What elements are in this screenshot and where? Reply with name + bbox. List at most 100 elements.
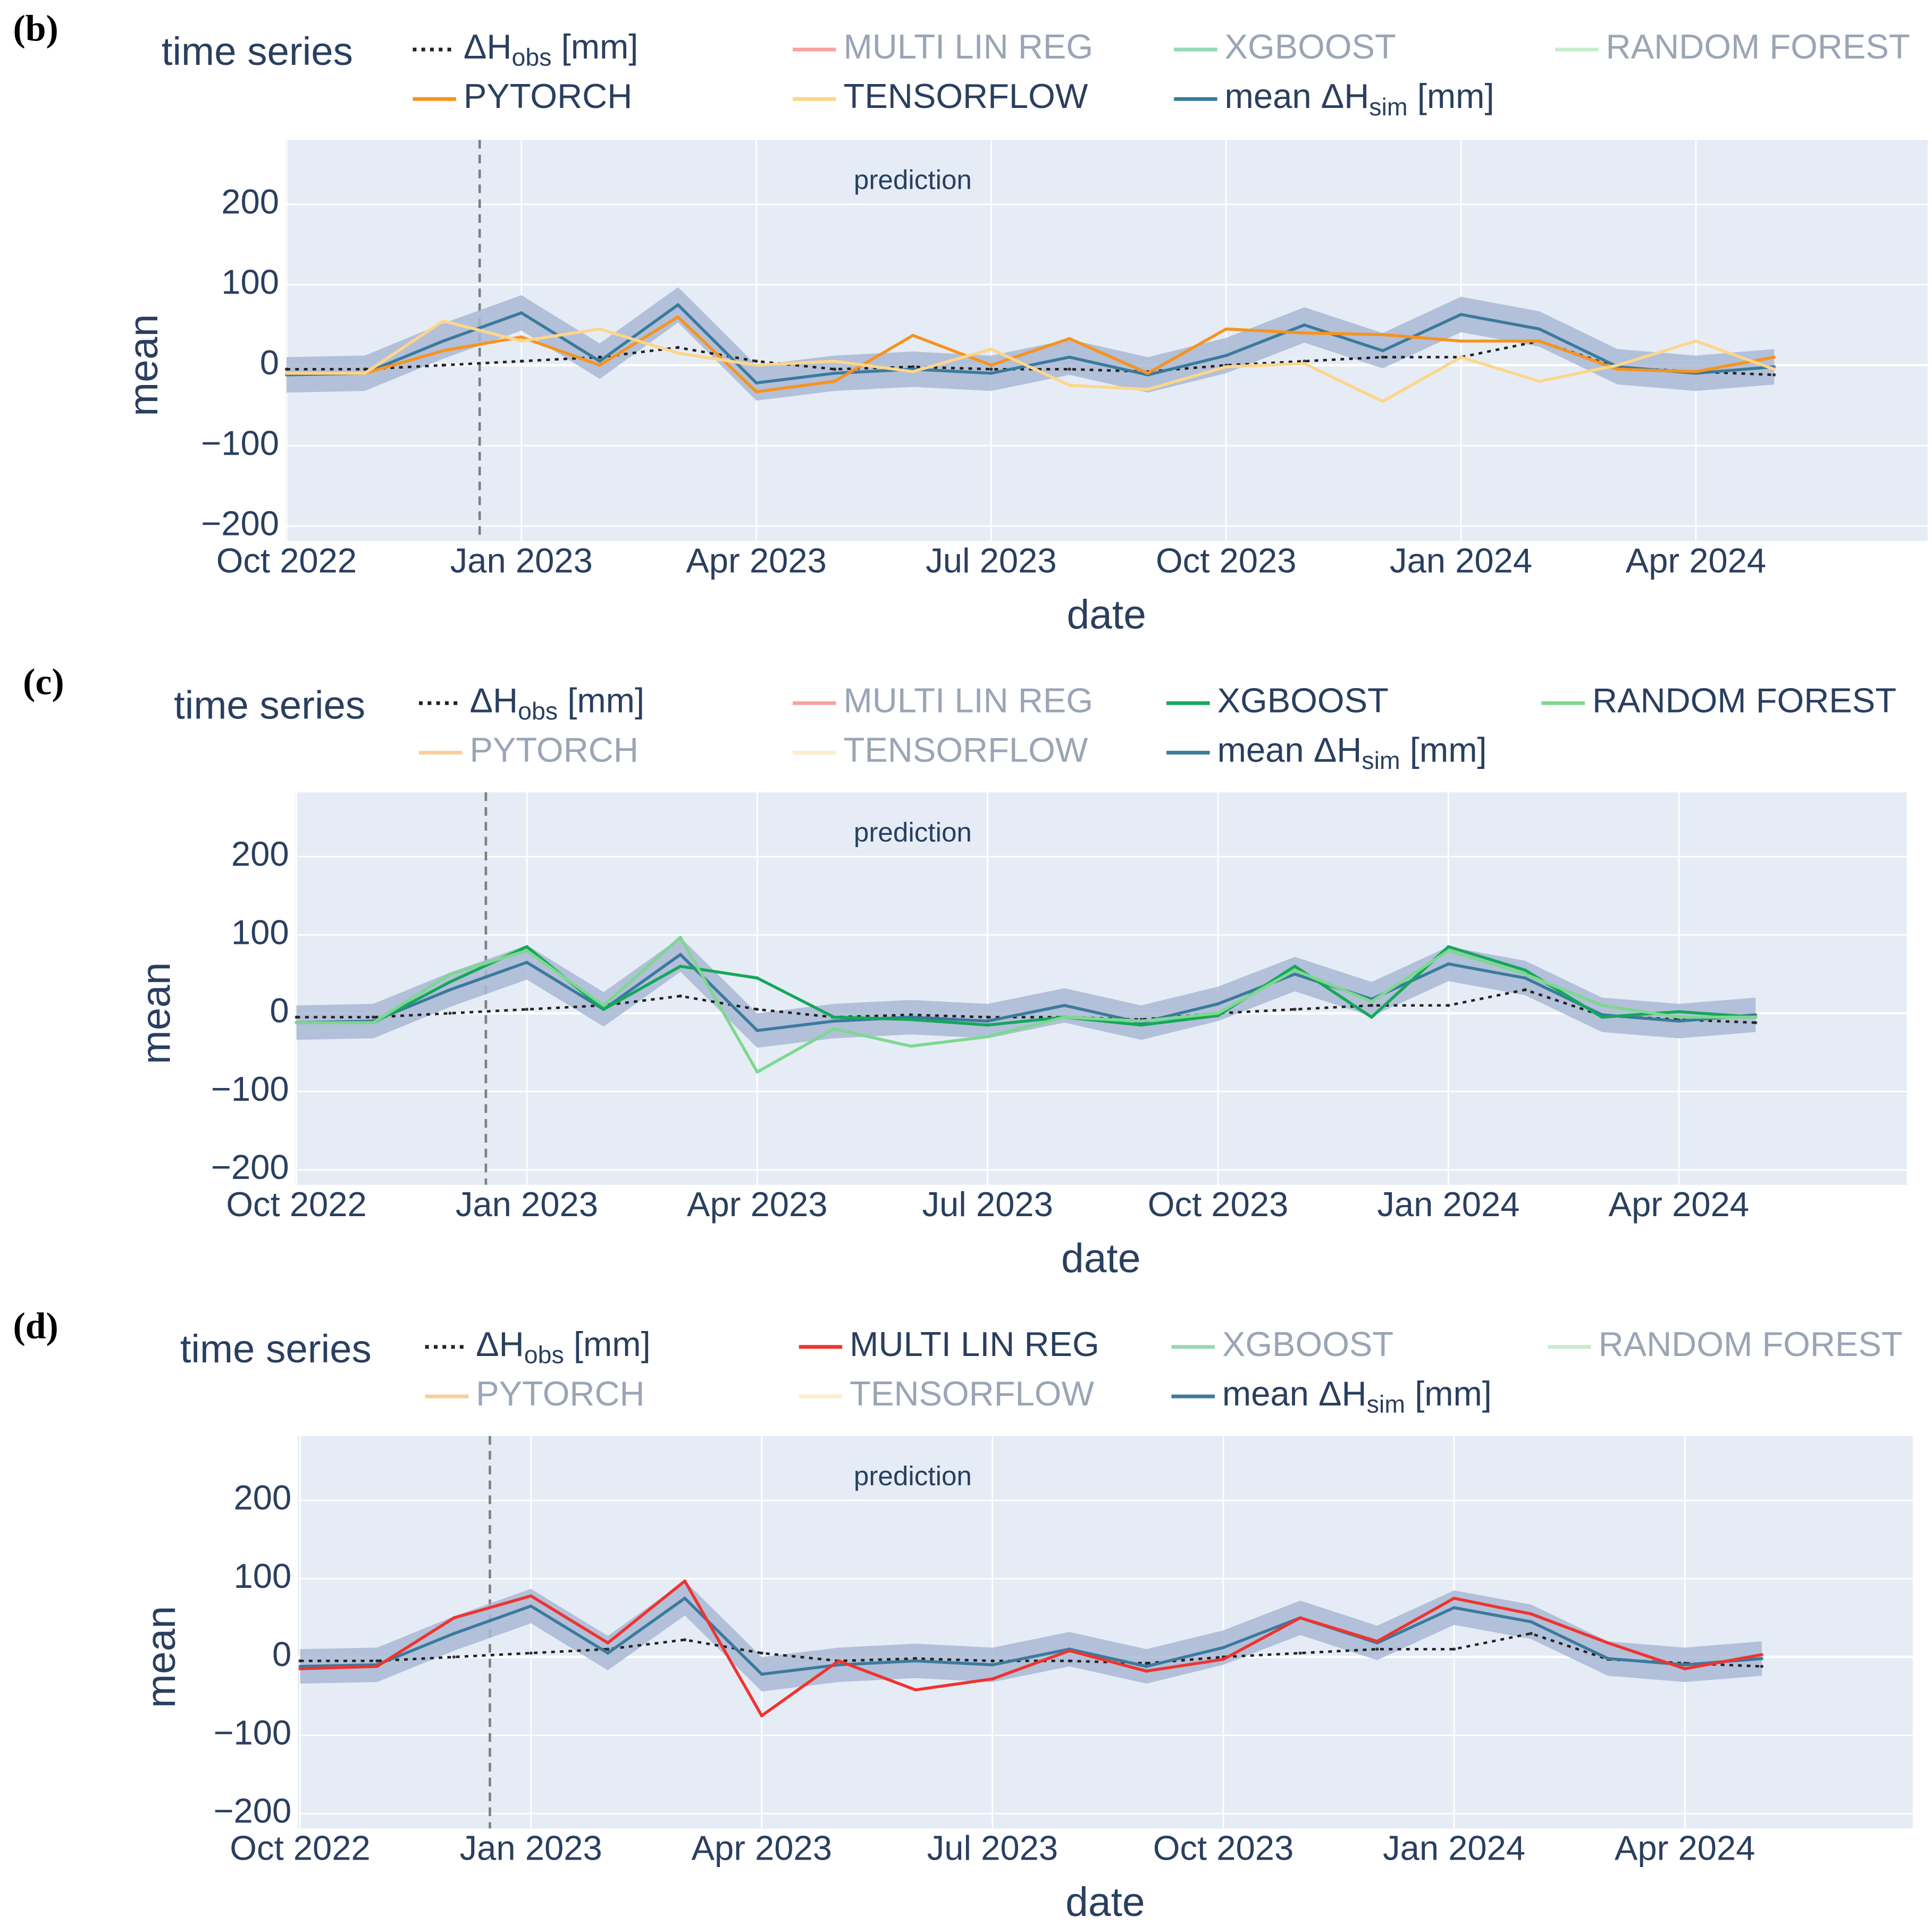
data-point (760, 1651, 763, 1655)
legend-item-rf[interactable]: RANDOM FOREST (1541, 681, 1897, 720)
data-point (1694, 339, 1698, 343)
data-point (1773, 367, 1776, 371)
data-point (1146, 371, 1149, 375)
legend-item-pt[interactable]: PYTORCH (425, 1374, 645, 1413)
data-point (1145, 1661, 1148, 1665)
legend-item-mlr[interactable]: MULTI LIN REG (793, 681, 1093, 720)
legend-item-mean[interactable]: mean ΔHsim [mm] (1174, 77, 1494, 121)
panel-label: (b) (13, 9, 58, 49)
legend-item-xgb[interactable]: XGBOOST (1171, 1325, 1393, 1363)
data-point (1600, 1003, 1604, 1007)
x-tick-label: Jul 2023 (926, 541, 1056, 580)
data-point (833, 379, 836, 383)
plot-background (297, 1436, 1913, 1829)
data-point (441, 363, 445, 367)
uncertainty-band (296, 937, 1756, 1048)
prediction-annotation: prediction (854, 1461, 972, 1491)
legend-item-mlr[interactable]: MULTI LIN REG (793, 27, 1093, 66)
legend-item-tf[interactable]: TENSORFLOW (799, 1374, 1095, 1413)
data-point (1529, 1612, 1533, 1616)
legend-label-main: ΔH (464, 27, 512, 66)
y-tick-label: 0 (272, 1635, 291, 1673)
data-point (375, 1659, 379, 1663)
legend-label-main: mean ΔH (1225, 77, 1370, 115)
data-point (1068, 355, 1071, 359)
y-tick-label: −100 (213, 1713, 291, 1752)
prediction-annotation: prediction (854, 165, 972, 195)
series-line-xgb (296, 945, 1756, 1027)
legend-item-obs[interactable]: ΔHobs [mm] (425, 1325, 651, 1369)
legend-item-pt[interactable]: PYTORCH (419, 731, 639, 769)
data-point (1459, 355, 1463, 359)
data-point (1381, 399, 1384, 403)
legend-item-mean[interactable]: mean ΔHsim [mm] (1166, 731, 1487, 775)
data-point (1068, 1659, 1071, 1663)
y-tick-label: 100 (231, 913, 289, 951)
data-point (1139, 1023, 1143, 1027)
legend-item-pt[interactable]: PYTORCH (413, 77, 632, 115)
data-point (363, 371, 367, 375)
data-point (1616, 363, 1619, 367)
data-point (1145, 1669, 1148, 1673)
x-tick-label: Oct 2022 (216, 541, 357, 580)
data-point (1677, 1010, 1681, 1014)
data-point (754, 363, 758, 367)
data-point (990, 1659, 994, 1663)
data-point (986, 1015, 989, 1019)
series-mlr (298, 1579, 1763, 1718)
legend-item-tf[interactable]: TENSORFLOW (793, 731, 1088, 769)
legend-label-main: RANDOM FOREST (1599, 1325, 1903, 1363)
data-point (1447, 945, 1450, 949)
data-point (833, 367, 836, 371)
y-tick-label: −100 (201, 423, 279, 462)
data-point (1760, 1664, 1763, 1668)
data-point (1068, 337, 1071, 340)
chart-panel: (d) time series ΔHobs [mm] MULTI LIN REG XGB… (13, 1305, 1913, 1925)
data-point (448, 988, 452, 992)
data-point (1538, 339, 1541, 343)
data-point (1063, 1003, 1066, 1007)
data-point (1381, 355, 1384, 359)
data-point (678, 965, 682, 968)
data-point (911, 370, 915, 373)
data-point (683, 1579, 687, 1583)
legend-item-rf[interactable]: RANDOM FOREST (1555, 27, 1910, 66)
legend-label: TENSORFLOW (850, 1374, 1094, 1413)
y-tick-label: 200 (234, 1478, 292, 1517)
legend-label-main: ΔH (476, 1325, 524, 1363)
legend-item-tf[interactable]: TENSORFLOW (793, 77, 1088, 115)
legend-item-xgb[interactable]: XGBOOST (1174, 27, 1396, 66)
legend-label: TENSORFLOW (844, 731, 1088, 769)
data-point (448, 980, 452, 984)
y-tick-label: 100 (234, 1556, 292, 1595)
legend-item-obs[interactable]: ΔHobs [mm] (419, 681, 644, 725)
data-point (1303, 359, 1306, 363)
prediction-annotation: prediction (854, 817, 972, 848)
legend-label-main: TENSORFLOW (844, 77, 1088, 115)
legend-item-mlr[interactable]: MULTI LIN REG (799, 1325, 1099, 1363)
legend-title: time series (162, 29, 353, 73)
x-tick-label: Apr 2024 (1609, 1185, 1750, 1224)
data-point (832, 1015, 836, 1019)
data-point (1303, 331, 1306, 335)
data-point (1459, 313, 1463, 316)
legend-label: PYTORCH (476, 1374, 644, 1413)
x-tick-label: Oct 2022 (230, 1829, 370, 1868)
data-point (1139, 1019, 1143, 1023)
data-point (1529, 1620, 1533, 1623)
legend-label: mean ΔHsim [mm] (1217, 731, 1487, 775)
legend-item-mean[interactable]: mean ΔHsim [mm] (1171, 1374, 1492, 1418)
legend-item-xgb[interactable]: XGBOOST (1166, 681, 1389, 720)
legend-item-obs[interactable]: ΔHobs [mm] (413, 27, 638, 71)
legend-item-rf[interactable]: RANDOM FOREST (1548, 1325, 1903, 1363)
panel-label: (c) (23, 662, 64, 703)
data-point (1523, 972, 1527, 976)
series-line-obs (296, 988, 1756, 1024)
data-point (1760, 1653, 1763, 1656)
data-point (1773, 373, 1776, 376)
data-point (837, 1663, 841, 1667)
data-point (914, 1688, 918, 1692)
data-point (1381, 349, 1384, 353)
legend-label-subscript: sim (1369, 93, 1407, 121)
data-point (375, 1664, 379, 1668)
